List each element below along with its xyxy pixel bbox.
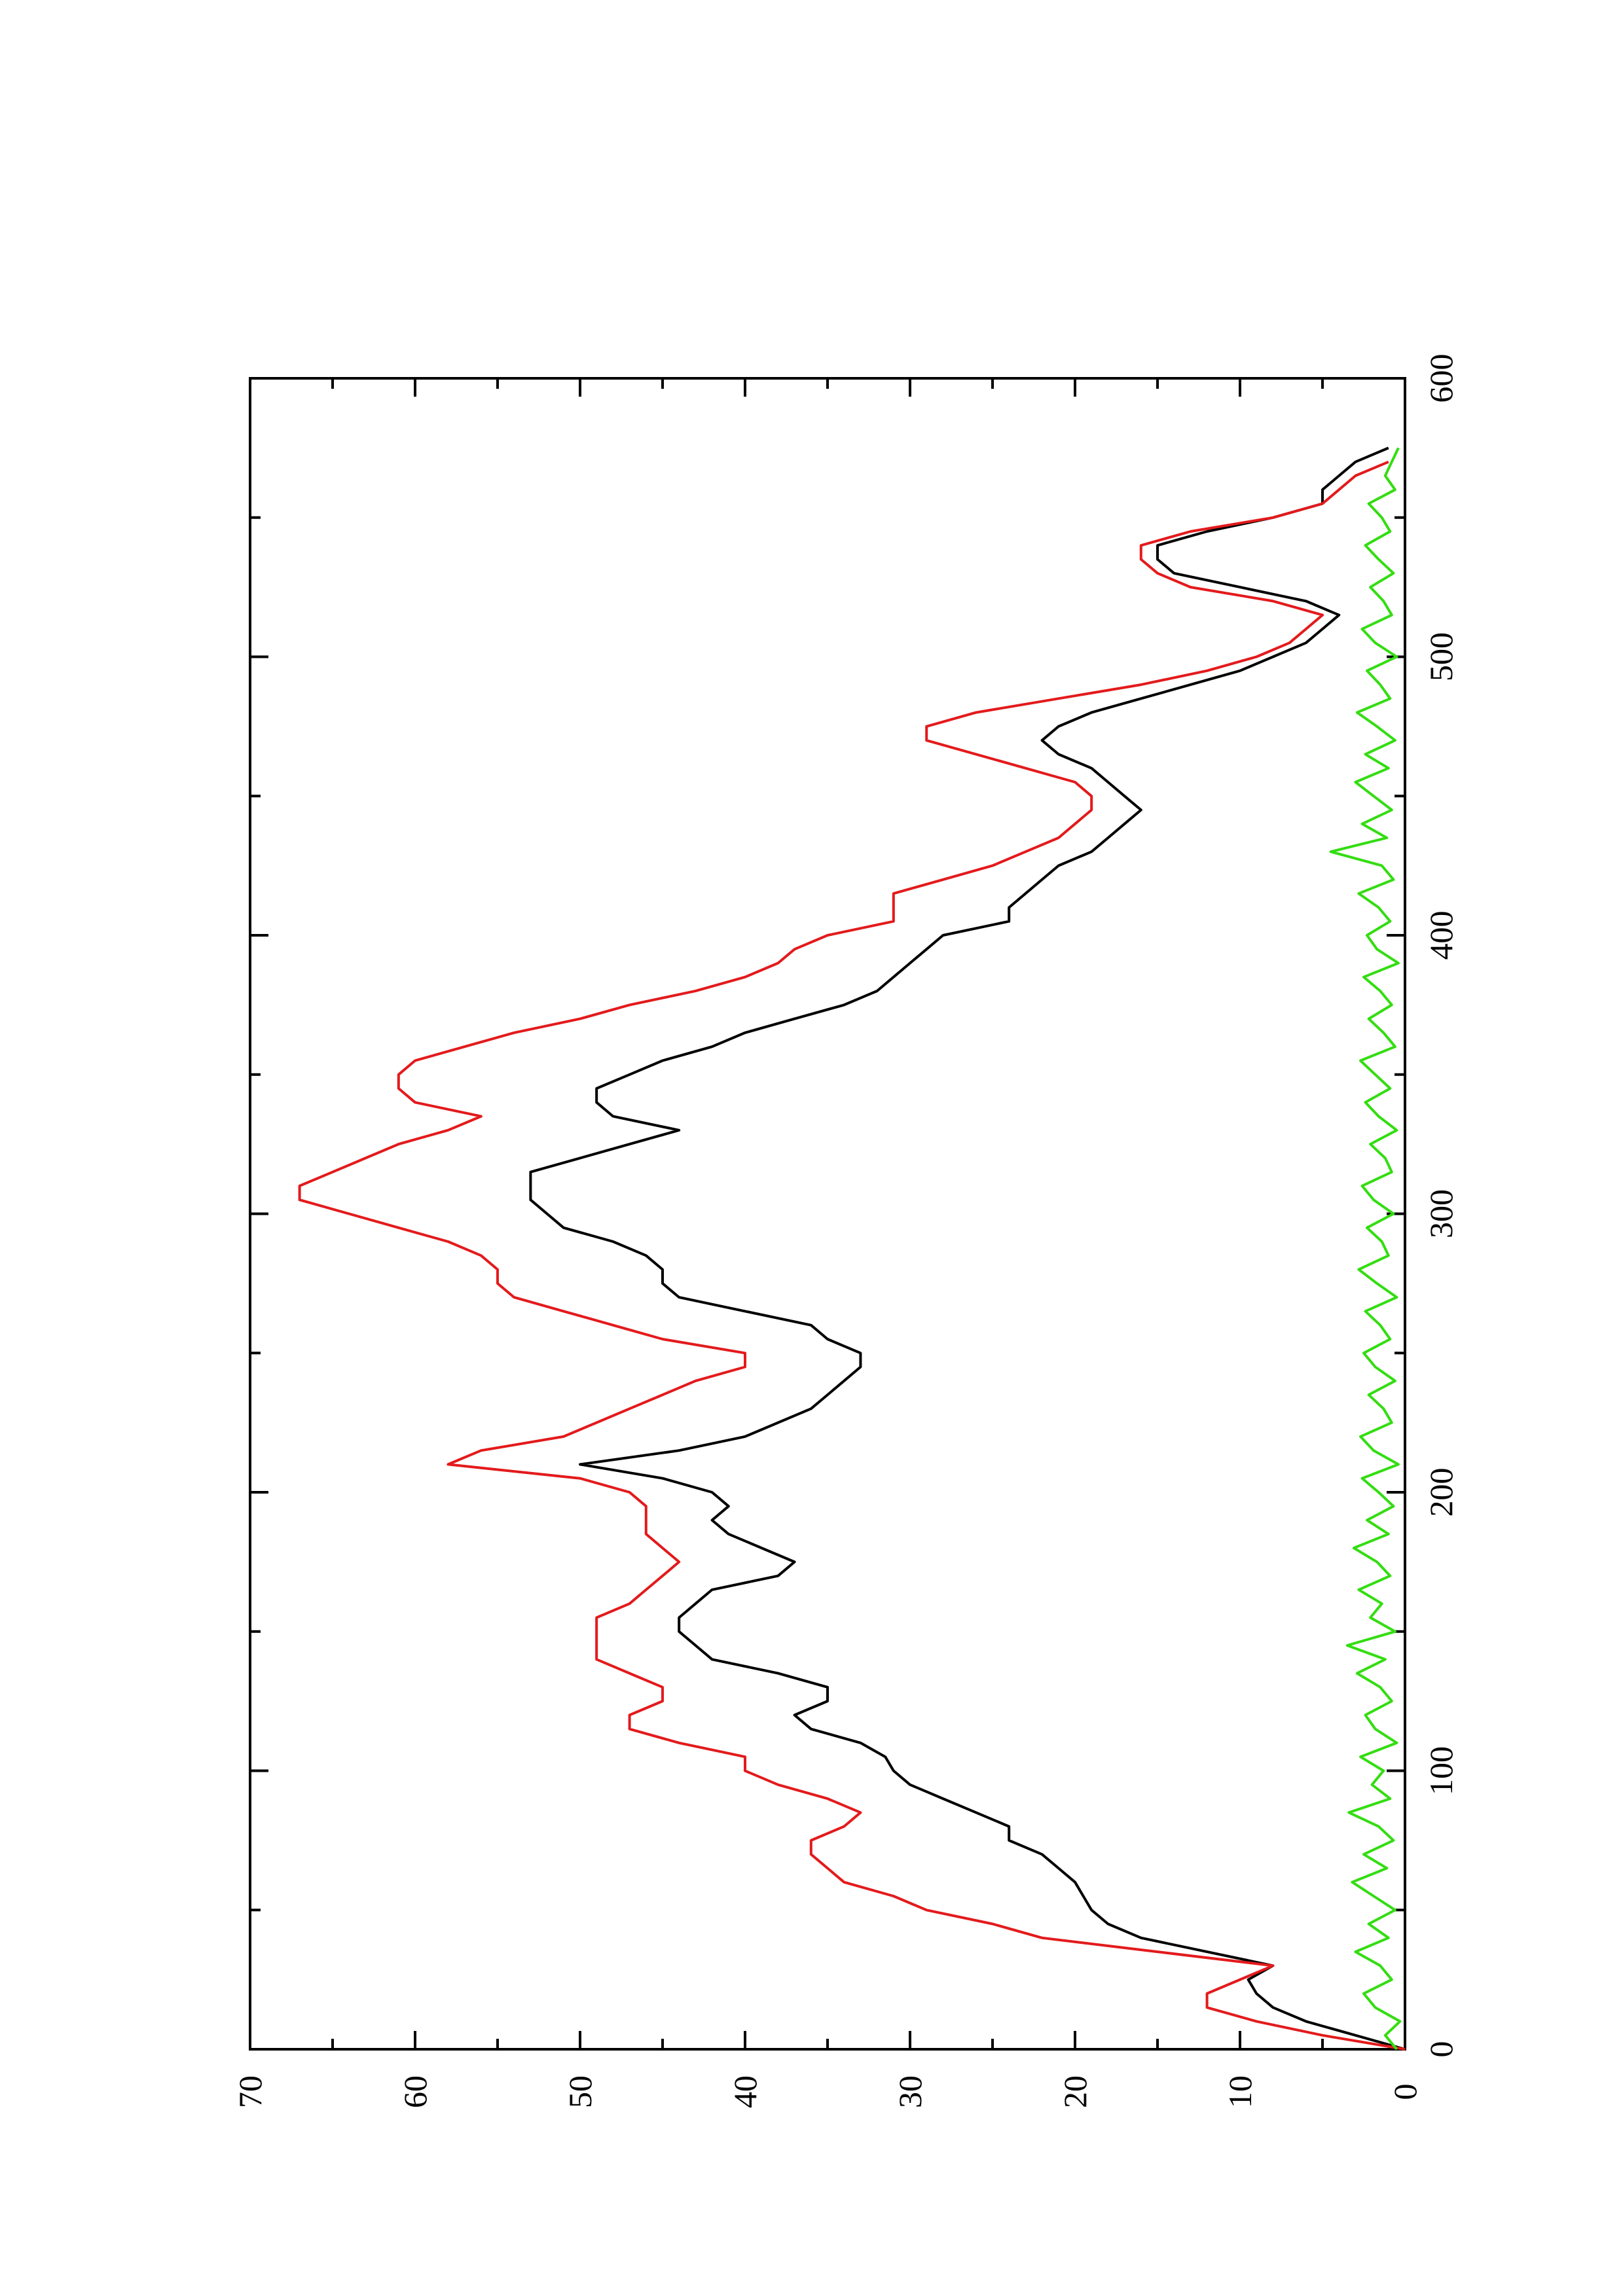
y-tick-label: 20	[1057, 2075, 1093, 2108]
y-tick-label: 10	[1222, 2075, 1258, 2108]
series-line-3	[1329, 447, 1402, 2051]
series-line-1	[529, 446, 1406, 2051]
y-tick-label: 70	[232, 2075, 268, 2108]
axis-tick-labels: 0 100 200 300 400 500 600 0 10 20 30 40 50 60 70	[232, 354, 1459, 2109]
y-tick-label: 30	[892, 2075, 928, 2108]
x-tick-label: 500	[1423, 632, 1459, 681]
x-tick-label: 100	[1423, 1746, 1459, 1795]
x-tick-label: 600	[1423, 354, 1459, 403]
x-tick-label: 300	[1423, 1189, 1459, 1238]
x-tick-label: 200	[1423, 1468, 1459, 1517]
axis-ticks	[249, 377, 1406, 2051]
x-tick-label: 400	[1423, 911, 1459, 960]
series-line-2	[298, 460, 1406, 2051]
y-tick-label: 50	[562, 2075, 598, 2108]
y-tick-label: 40	[727, 2075, 763, 2108]
series-layer	[298, 446, 1406, 2051]
y-tick-label: 60	[397, 2075, 433, 2108]
x-tick-label: 0	[1423, 2041, 1459, 2058]
y-tick-label: 0	[1387, 2084, 1423, 2100]
